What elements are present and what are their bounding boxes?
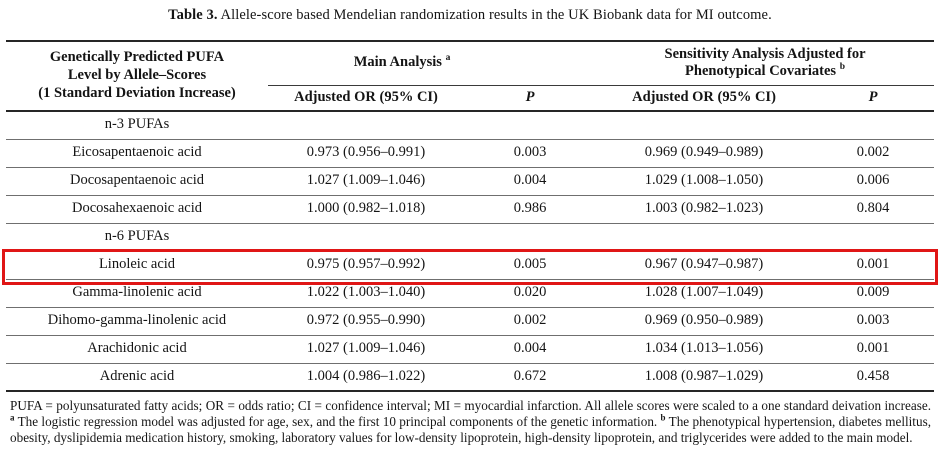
table-row-adrenic-acid: Adrenic acid 1.004 (0.986–1.022) 0.672 1… — [6, 362, 935, 392]
or-main-cell: 0.973 (0.956–0.991) — [268, 138, 464, 167]
or-sensitivity-cell: 1.034 (1.013–1.056) — [596, 334, 813, 363]
footnote-marker-a: a — [10, 412, 15, 423]
sensitivity-label-line-1: Sensitivity Analysis Adjusted for — [664, 45, 866, 62]
group-header-row: Genetically Predicted PUFA Level by Alle… — [6, 41, 935, 112]
table-row-dihomo-gamma-linolenic-acid: Dihomo-gamma-linolenic acid 0.972 (0.955… — [6, 306, 935, 335]
or-sensitivity-cell: 1.008 (0.987–1.029) — [596, 362, 813, 392]
or-sensitivity-cell: 0.969 (0.950–0.989) — [596, 306, 813, 335]
or-sensitivity-cell: 1.003 (0.982–1.023) — [596, 194, 813, 223]
p-sensitivity-cell: 0.003 — [812, 306, 935, 335]
table-row-arachidonic-acid: Arachidonic acid 1.027 (1.009–1.046) 0.0… — [6, 334, 935, 363]
section-label: n-3 PUFAs — [104, 116, 170, 133]
pufa-header-line-2: Level by Allele–Scores — [67, 67, 207, 84]
table-row-eicosapentaenoic-acid: Eicosapentaenoic acid 0.973 (0.956–0.991… — [6, 138, 935, 167]
p-main-cell: 0.672 — [464, 362, 597, 392]
mr-results-table: Genetically Predicted PUFA Level by Alle… — [6, 40, 935, 392]
p-main-cell: 0.005 — [464, 250, 597, 279]
column-header-pufa-level: Genetically Predicted PUFA Level by Alle… — [6, 41, 268, 112]
p-sensitivity-cell: 0.006 — [812, 166, 935, 195]
p-main-cell: 0.003 — [464, 138, 597, 167]
p-sensitivity-cell: 0.002 — [812, 138, 935, 167]
footnote-abbreviations: PUFA = polyunsaturated fatty acids; OR =… — [10, 398, 931, 413]
pufa-name-cell: Eicosapentaenoic acid — [6, 138, 268, 167]
p-sensitivity-cell: 0.001 — [812, 250, 935, 279]
column-header-p-sensitivity: P — [812, 85, 935, 112]
footnote-marker-b: b — [839, 62, 845, 73]
pufa-name-cell: Docosapentaenoic acid — [6, 166, 268, 195]
or-main-cell: 0.975 (0.957–0.992) — [268, 250, 464, 279]
p-sensitivity-cell: 0.458 — [812, 362, 935, 392]
or-sensitivity-cell: 1.029 (1.008–1.050) — [596, 166, 813, 195]
column-header-or-main: Adjusted OR (95% CI) — [268, 85, 464, 112]
sub-header-row: Adjusted OR (95% CI) P Adjusted OR (95% … — [6, 85, 935, 112]
or-main-cell: 1.004 (0.986–1.022) — [268, 362, 464, 392]
pufa-name-cell: Docosahexaenoic acid — [6, 194, 268, 223]
p-sensitivity-cell: 0.001 — [812, 334, 935, 363]
highlight-box-linoleic-acid-row — [2, 249, 938, 285]
p-main-cell: 0.986 — [464, 194, 597, 223]
or-sensitivity-cell: 0.969 (0.949–0.989) — [596, 138, 813, 167]
pufa-name-cell: Adrenic acid — [6, 362, 268, 392]
or-main-cell: 0.972 (0.955–0.990) — [268, 306, 464, 335]
section-label: n-6 PUFAs — [104, 228, 170, 245]
column-group-sensitivity-analysis: Sensitivity Analysis Adjusted for Phenot… — [596, 41, 935, 86]
p-main-cell: 0.004 — [464, 334, 597, 363]
p-main-cell: 0.004 — [464, 166, 597, 195]
main-analysis-label: Main Analysis — [353, 54, 442, 71]
or-main-cell: 1.027 (1.009–1.046) — [268, 166, 464, 195]
p-main-cell: 0.002 — [464, 306, 597, 335]
section-row-n3-pufas: n-3 PUFAs — [6, 111, 934, 139]
pufa-name-cell: Arachidonic acid — [6, 334, 268, 363]
footnote-marker-b: b — [660, 412, 666, 423]
table-caption-label: Table 3. — [168, 7, 218, 23]
footnote-a-text: The logistic regression model was adjust… — [17, 414, 658, 429]
or-main-cell: 1.027 (1.009–1.046) — [268, 334, 464, 363]
column-header-p-main: P — [464, 85, 597, 112]
pufa-header-line-3: (1 Standard Deviation Increase) — [38, 84, 236, 101]
column-group-main-analysis: Main Analysis a — [268, 41, 597, 86]
table-row-docosahexaenoic-acid: Docosahexaenoic acid 1.000 (0.982–1.018)… — [6, 194, 935, 223]
footnote-marker-a: a — [445, 53, 451, 64]
footnote-b-text: The phenotypical hypertension, diabetes … — [10, 414, 931, 445]
table-caption-text: Allele-score based Mendelian randomizati… — [220, 7, 772, 23]
pufa-header-line-1: Genetically Predicted PUFA — [49, 49, 225, 66]
column-header-or-sensitivity: Adjusted OR (95% CI) — [596, 85, 813, 112]
footnote: PUFA = polyunsaturated fatty acids; OR =… — [10, 398, 931, 446]
table-caption: Table 3. Allele-score based Mendelian ra… — [0, 7, 940, 24]
table-row-docosapentaenoic-acid: Docosapentaenoic acid 1.027 (1.009–1.046… — [6, 166, 935, 195]
p-sensitivity-cell: 0.804 — [812, 194, 935, 223]
pufa-name-cell: Dihomo-gamma-linolenic acid — [6, 306, 268, 335]
section-row-n6-pufas: n-6 PUFAs — [6, 222, 935, 251]
or-main-cell: 1.000 (0.982–1.018) — [268, 194, 464, 223]
sensitivity-label-line-2: Phenotypical Covariates — [685, 63, 837, 80]
